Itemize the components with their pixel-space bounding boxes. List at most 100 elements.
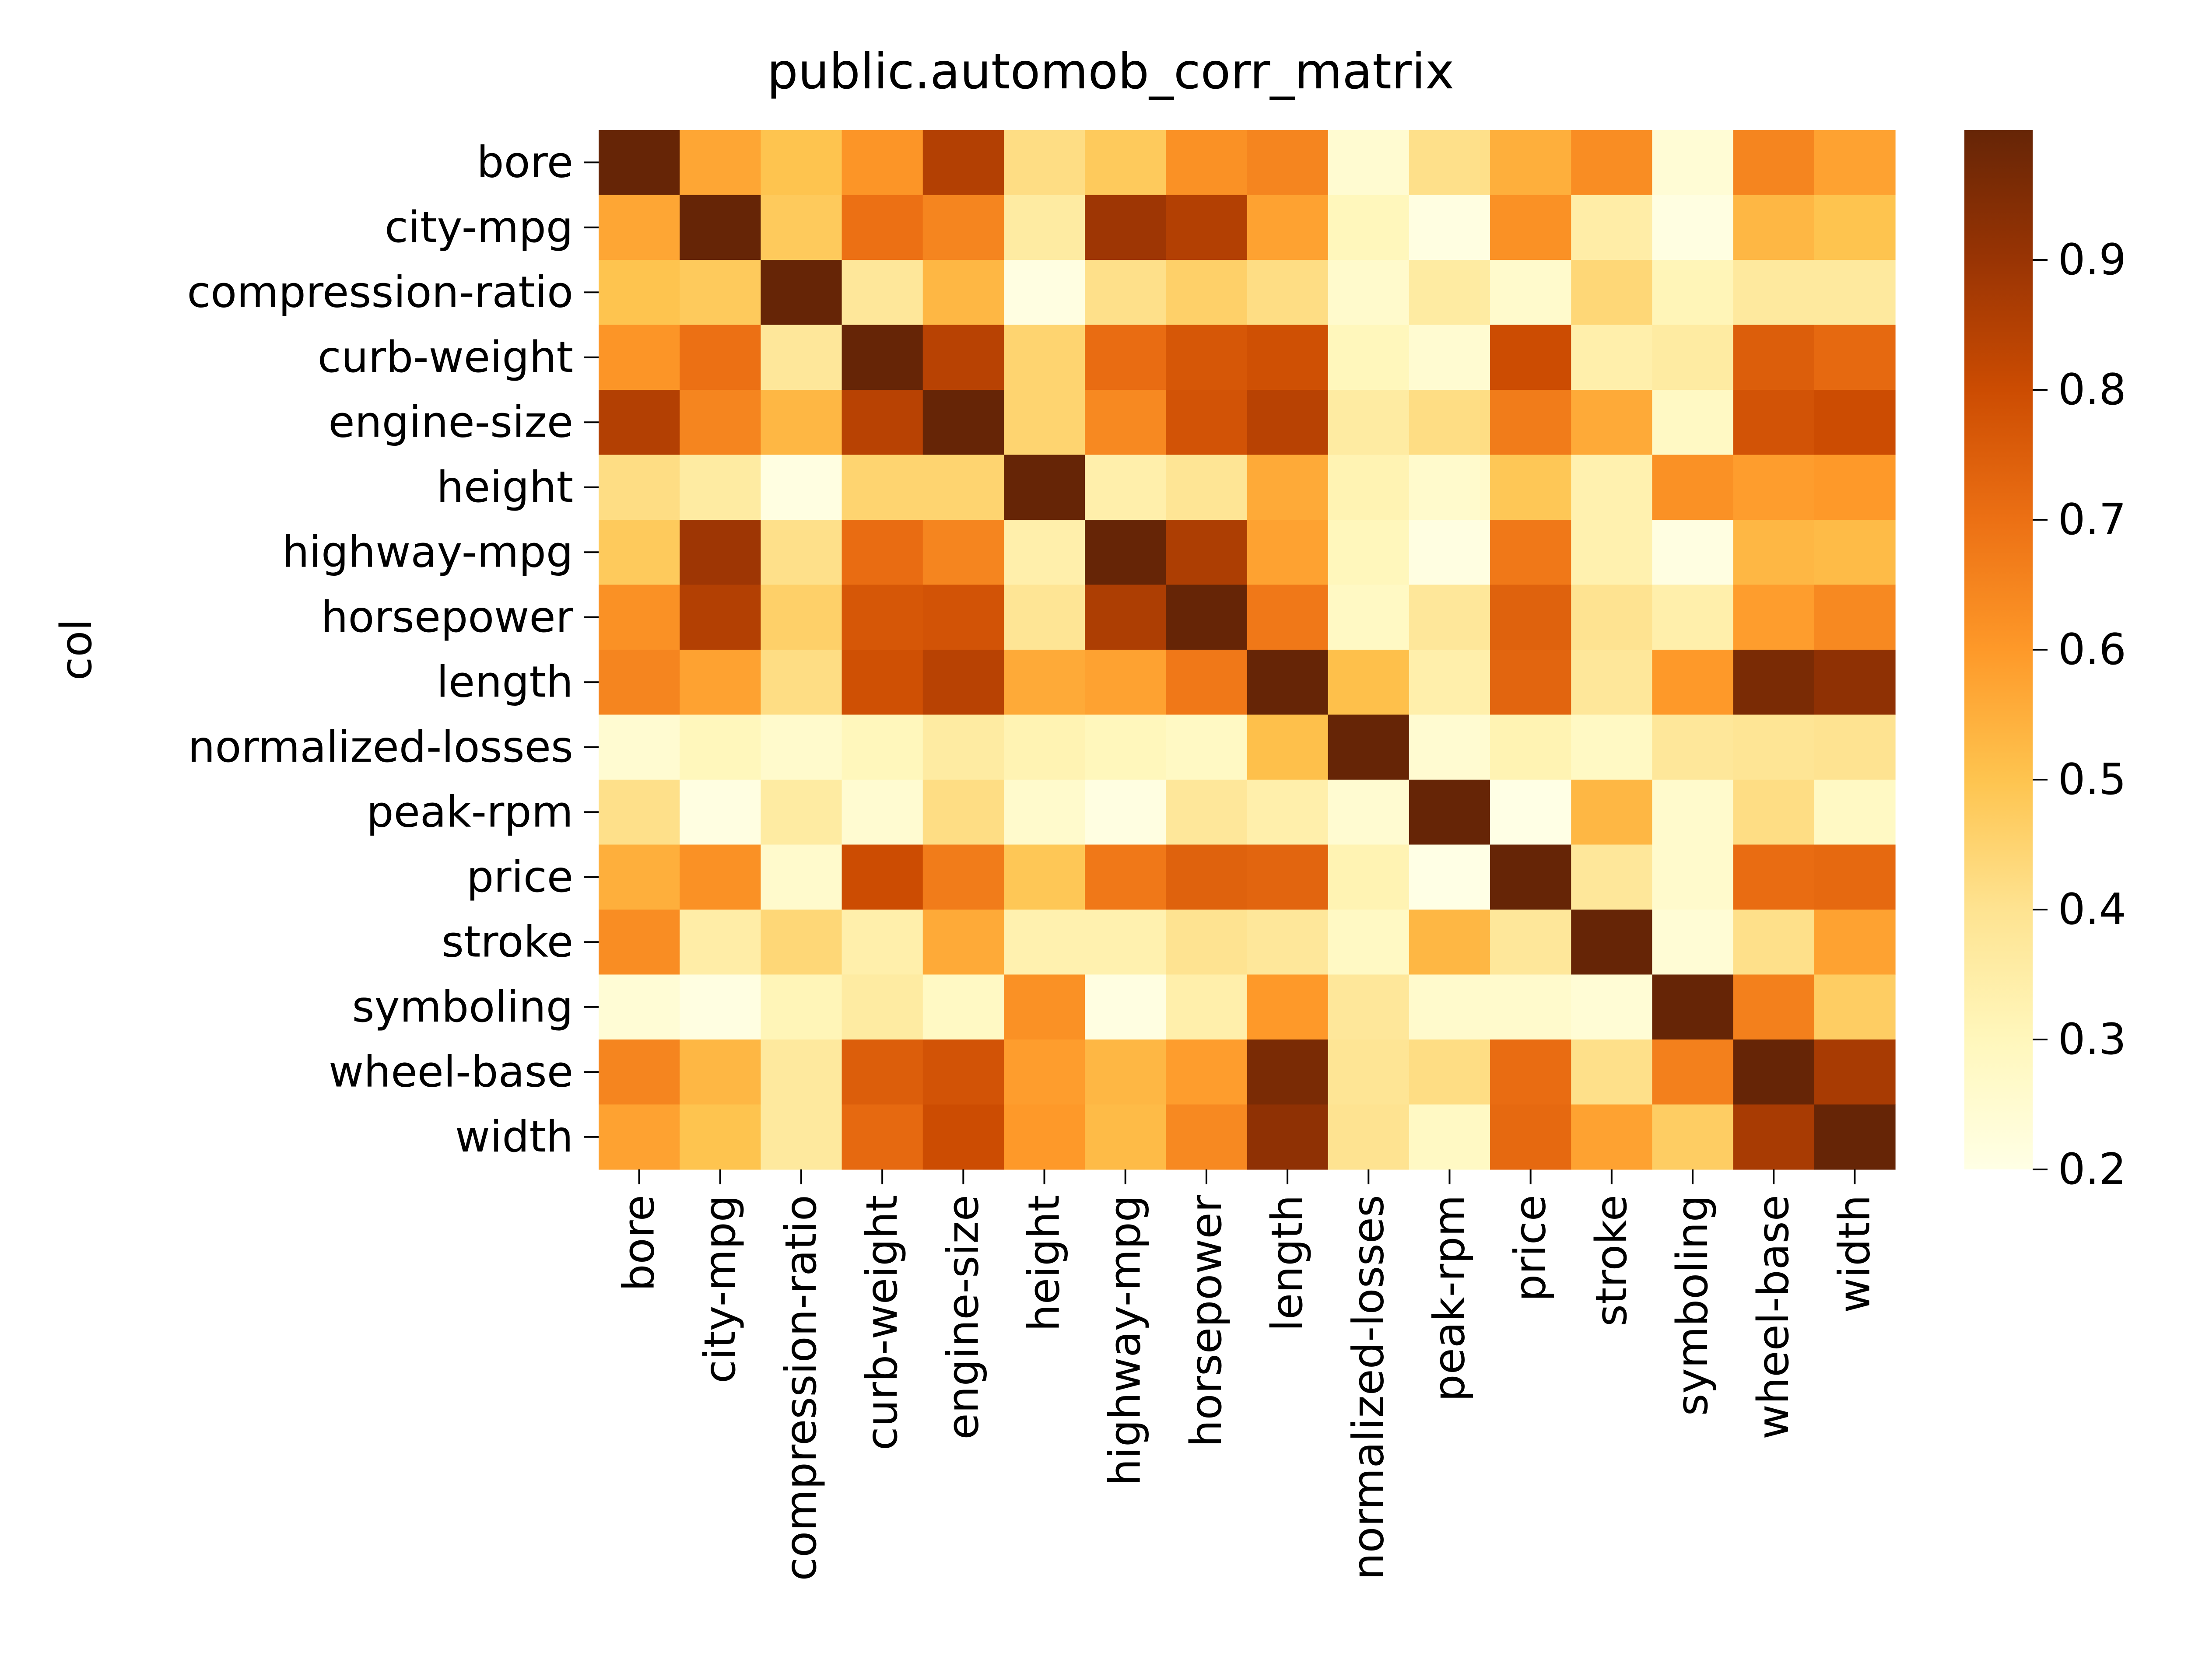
colorbar-tick-label: 0.7 — [2058, 495, 2126, 545]
heatmap-cell — [922, 1040, 1004, 1105]
heatmap-cell — [1652, 1104, 1734, 1170]
heatmap-cell — [1166, 844, 1248, 910]
heatmap-cell — [1166, 650, 1248, 715]
heatmap-cell — [1814, 844, 1896, 910]
heatmap-cell — [1652, 325, 1734, 390]
heatmap-cells — [599, 130, 1896, 1170]
heatmap-cell — [1166, 780, 1248, 845]
heatmap-cell — [599, 1040, 680, 1105]
column-labels: bore city-mpg compression-ratio curb-weight… — [614, 1169, 1879, 1581]
heatmap-cell — [922, 260, 1004, 326]
heatmap-cell — [1328, 844, 1410, 910]
heatmap-cell — [1814, 260, 1896, 326]
heatmap-cell — [1003, 974, 1085, 1040]
heatmap-cell — [1247, 650, 1329, 715]
heatmap-cell — [1003, 455, 1085, 520]
heatmap-cell — [761, 390, 842, 455]
heatmap-cell — [922, 844, 1004, 910]
heatmap-cell — [1166, 260, 1248, 326]
column-label: city-mpg — [695, 1195, 745, 1383]
heatmap-cell — [1652, 390, 1734, 455]
column-label: highway-mpg — [1101, 1195, 1150, 1486]
heatmap-cell — [761, 584, 842, 650]
heatmap-cell — [1571, 844, 1653, 910]
heatmap-cell — [1409, 260, 1490, 326]
heatmap-cell — [1652, 520, 1734, 585]
heatmap-cell — [1814, 974, 1896, 1040]
heatmap-cell — [1247, 520, 1329, 585]
heatmap-cell — [842, 325, 923, 390]
column-label: curb-weight — [857, 1195, 907, 1450]
heatmap-cell — [680, 195, 761, 260]
heatmap-cell — [1247, 1104, 1329, 1170]
heatmap-cell — [1003, 780, 1085, 845]
heatmap-cell — [1652, 714, 1734, 780]
heatmap-cell — [922, 714, 1004, 780]
heatmap-cell — [1085, 714, 1166, 780]
heatmap-cell — [1733, 1040, 1815, 1105]
heatmap-cell — [1166, 974, 1248, 1040]
heatmap-cell — [922, 780, 1004, 845]
heatmap-cell — [1490, 325, 1571, 390]
heatmap-cell — [1571, 714, 1653, 780]
heatmap-cell — [1652, 584, 1734, 650]
heatmap-cell — [1003, 1040, 1085, 1105]
heatmap-cell — [1085, 325, 1166, 390]
heatmap-cell — [761, 260, 842, 326]
heatmap-cell — [1733, 1104, 1815, 1170]
column-label: engine-size — [938, 1195, 988, 1440]
heatmap-cell — [680, 520, 761, 585]
heatmap-cell — [1328, 1040, 1410, 1105]
heatmap-cell — [1814, 455, 1896, 520]
column-label: bore — [614, 1195, 664, 1292]
heatmap-cell — [1490, 1104, 1571, 1170]
row-label: curb-weight — [318, 332, 573, 382]
heatmap-cell — [1085, 260, 1166, 326]
heatmap-cell — [1490, 195, 1571, 260]
heatmap-cell — [1490, 260, 1571, 326]
heatmap-cell — [1003, 130, 1085, 196]
heatmap-cell — [1247, 584, 1329, 650]
heatmap-cell — [1328, 455, 1410, 520]
heatmap-cell — [1814, 325, 1896, 390]
heatmap-cell — [1247, 195, 1329, 260]
heatmap-cell — [1166, 910, 1248, 975]
heatmap-cell — [680, 390, 761, 455]
heatmap-cell — [842, 844, 923, 910]
heatmap-cell — [1814, 1104, 1896, 1170]
heatmap-cell — [1571, 520, 1653, 585]
heatmap-cell — [1003, 844, 1085, 910]
heatmap-cell — [1328, 780, 1410, 845]
heatmap-cell — [1085, 455, 1166, 520]
heatmap-cell — [1571, 130, 1653, 196]
heatmap-cell — [1328, 974, 1410, 1040]
heatmap-cell — [922, 974, 1004, 1040]
heatmap-cell — [680, 714, 761, 780]
heatmap-cell — [761, 650, 842, 715]
heatmap-cell — [761, 780, 842, 845]
heatmap-cell — [922, 584, 1004, 650]
heatmap-cell — [599, 260, 680, 326]
heatmap-cell — [1328, 910, 1410, 975]
heatmap-cell — [842, 584, 923, 650]
heatmap-cell — [1085, 780, 1166, 845]
heatmap-cell — [1490, 455, 1571, 520]
heatmap-cell — [1409, 910, 1490, 975]
heatmap-cell — [599, 1104, 680, 1170]
heatmap-cell — [1490, 844, 1571, 910]
colorbar-ticks: 0.2 0.3 0.4 0.5 0.6 0.7 0.8 0.9 — [2033, 235, 2126, 1194]
heatmap-cell — [680, 650, 761, 715]
heatmap-cell — [1490, 390, 1571, 455]
heatmap-cell — [599, 130, 680, 196]
heatmap-cell — [761, 910, 842, 975]
colorbar-tick-label: 0.6 — [2058, 625, 2126, 675]
heatmap-cell — [680, 780, 761, 845]
heatmap-cell — [1409, 650, 1490, 715]
row-label: width — [455, 1112, 573, 1162]
heatmap-cell — [1571, 1104, 1653, 1170]
heatmap-cell — [1814, 650, 1896, 715]
heatmap-cell — [1571, 390, 1653, 455]
heatmap-cell — [1085, 1104, 1166, 1170]
heatmap-cell — [1733, 195, 1815, 260]
column-label: length — [1262, 1195, 1312, 1331]
